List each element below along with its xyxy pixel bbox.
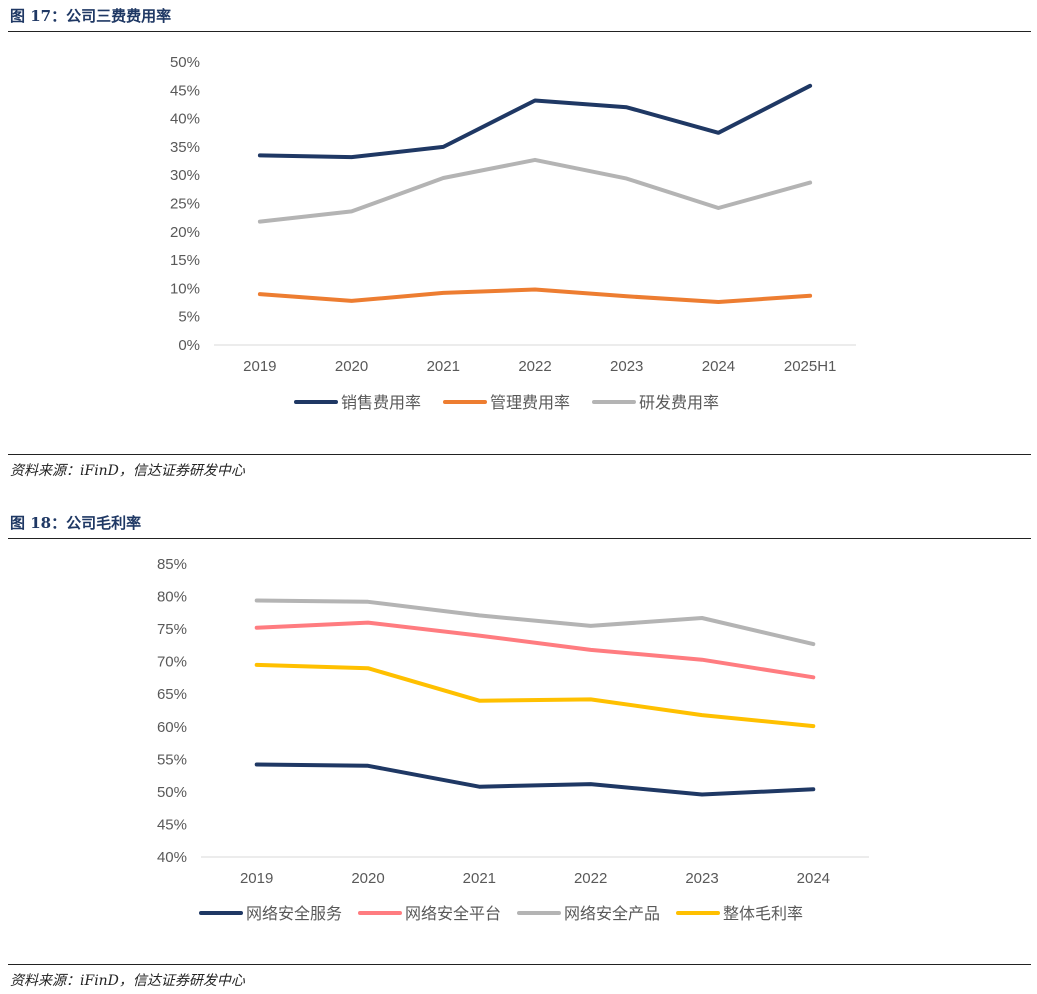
y-tick-label: 70% — [157, 654, 187, 671]
y-tick-label: 25% — [170, 196, 200, 213]
figure-18-bottom-rule — [8, 964, 1031, 965]
x-tick-label: 2022 — [518, 358, 551, 375]
y-tick-label: 30% — [170, 167, 200, 184]
x-tick-label: 2024 — [702, 358, 735, 375]
figure-17-source: 资料来源：iFinD，信达证券研发中心 — [10, 463, 245, 479]
series-line-1 — [254, 762, 816, 797]
y-tick-label: 5% — [178, 309, 200, 326]
y-tick-label: 55% — [157, 751, 187, 768]
y-tick-label: 65% — [157, 686, 187, 703]
legend-label-2: 网络安全平台 — [405, 904, 501, 923]
y-tick-label: 10% — [170, 280, 200, 297]
series-line-2 — [254, 620, 816, 680]
x-tick-label: 2019 — [240, 870, 273, 887]
x-tick-label: 2023 — [685, 870, 718, 887]
figure-17-top-rule — [8, 31, 1031, 32]
figure-18-top-rule — [8, 538, 1031, 539]
legend-label-1: 销售费用率 — [341, 393, 421, 412]
chart-gross-margin: 40% 45% 50% 55% 60% 65% 70% 75% 80% 85% 2019 2020 20… — [157, 556, 869, 923]
y-tick-label: 60% — [157, 719, 187, 736]
series-line-2 — [257, 287, 813, 304]
chart-expense-ratio: 0% 5% 10% 15% 20% 25% 30% 35% 40% 45% 50% 2019 2020 2… — [170, 54, 856, 412]
x-tick-label: 2021 — [463, 870, 496, 887]
y-tick-label: 45% — [157, 816, 187, 833]
y-tick-label: 85% — [157, 556, 187, 573]
figure-17-bottom-rule — [8, 454, 1031, 455]
x-tick-label: 2025H1 — [784, 358, 837, 375]
figure-18-title: 图 18：公司毛利率 — [10, 514, 142, 532]
y-tick-label: 20% — [170, 224, 200, 241]
figure-18-source: 资料来源：iFinD，信达证券研发中心 — [10, 973, 245, 989]
y-tick-label: 35% — [170, 139, 200, 156]
legend-label-2: 管理费用率 — [490, 393, 570, 412]
legend-label-3: 研发费用率 — [639, 393, 719, 412]
legend-label-3: 网络安全产品 — [564, 904, 660, 923]
x-tick-label: 2021 — [427, 358, 460, 375]
y-tick-label: 50% — [170, 54, 200, 71]
y-tick-label: 40% — [157, 849, 187, 866]
legend-label-1: 网络安全服务 — [246, 904, 342, 923]
y-tick-label: 0% — [178, 337, 200, 354]
series-line-3 — [254, 598, 816, 647]
y-tick-label: 45% — [170, 82, 200, 99]
legend-label-4: 整体毛利率 — [723, 904, 803, 923]
y-tick-label: 15% — [170, 252, 200, 269]
y-tick-label: 80% — [157, 589, 187, 606]
y-tick-label: 50% — [157, 784, 187, 801]
x-tick-label: 2024 — [797, 870, 830, 887]
y-tick-label: 40% — [170, 111, 200, 128]
x-tick-label: 2023 — [610, 358, 643, 375]
series-line-3 — [257, 157, 813, 224]
series-line-4 — [254, 662, 816, 729]
x-tick-label: 2020 — [335, 358, 368, 375]
x-tick-label: 2022 — [574, 870, 607, 887]
x-tick-label: 2019 — [243, 358, 276, 375]
x-tick-label: 2020 — [351, 870, 384, 887]
y-tick-label: 75% — [157, 621, 187, 638]
figure-17-title: 图 17：公司三费费用率 — [10, 7, 172, 25]
series-line-1 — [257, 83, 813, 160]
